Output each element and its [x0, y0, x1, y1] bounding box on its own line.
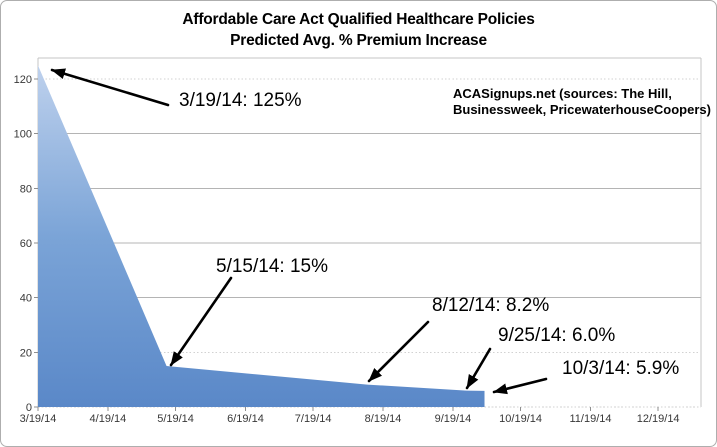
- x-tick-label: 10/19/14: [499, 413, 542, 425]
- x-tick-label: 8/19/14: [365, 413, 402, 425]
- y-tick-label: 100: [14, 129, 32, 141]
- source-note-line2: Businessweek, PricewaterhouseCoopers): [453, 102, 711, 117]
- annotation-arrow: [50, 68, 170, 107]
- annotation-label: 3/19/14: 125%: [179, 90, 302, 111]
- x-tick-label: 11/19/14: [569, 413, 611, 425]
- annotation-label: 8/12/14: 8.2%: [432, 295, 550, 316]
- y-tick-label: 120: [14, 74, 32, 86]
- area-series: [38, 65, 485, 407]
- x-tick-label: 4/19/14: [90, 413, 127, 425]
- x-tick-label: 12/19/14: [637, 413, 680, 425]
- chart-title: Affordable Care Act Qualified Healthcare…: [1, 9, 716, 51]
- x-tick-label: 3/19/14: [20, 413, 57, 425]
- annotation-arrow: [465, 347, 492, 390]
- annotation-label: 9/25/14: 6.0%: [498, 325, 616, 346]
- x-tick-label: 5/19/14: [157, 413, 194, 425]
- chart-title-line2: Predicted Avg. % Premium Increase: [230, 32, 487, 49]
- x-tick-label: 9/19/14: [435, 413, 472, 425]
- annotation-label: 10/3/14: 5.9%: [562, 358, 680, 379]
- annotation-label: 5/15/14: 15%: [216, 256, 328, 277]
- chart-title-line1: Affordable Care Act Qualified Healthcare…: [182, 11, 535, 28]
- annotation-arrow: [492, 377, 548, 395]
- y-tick-label: 80: [20, 183, 32, 195]
- y-tick-label: 40: [20, 293, 32, 305]
- x-tick-label: 6/19/14: [227, 413, 264, 425]
- y-tick-label: 20: [20, 347, 32, 359]
- y-tick-label: 0: [26, 402, 32, 414]
- annotation-arrow: [169, 276, 233, 367]
- source-note: ACASignups.net (sources: The Hill, Busin…: [453, 86, 711, 118]
- source-note-line1: ACASignups.net (sources: The Hill,: [453, 86, 672, 101]
- x-tick-label: 7/19/14: [295, 413, 332, 425]
- annotation-arrow: [367, 320, 430, 383]
- y-tick-label: 60: [20, 238, 32, 250]
